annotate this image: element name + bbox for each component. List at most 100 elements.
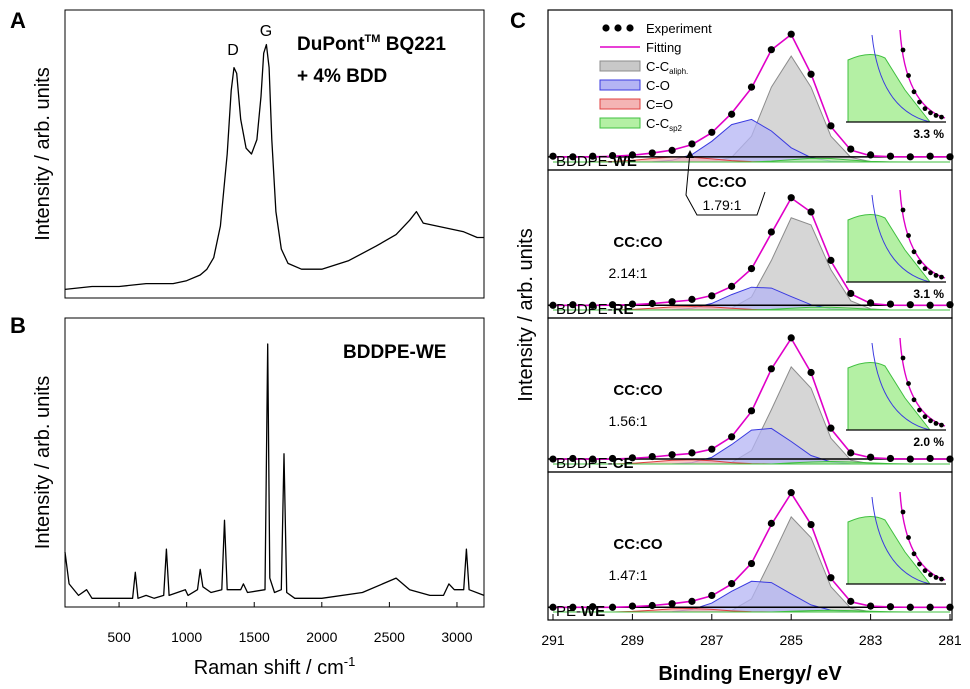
experiment-point: [827, 256, 835, 264]
experiment-point: [886, 152, 895, 160]
sample-label-part: WE: [613, 153, 637, 170]
experiment-point: [847, 597, 855, 605]
experiment-point: [608, 603, 617, 611]
inset-area: [847, 362, 932, 431]
experiment-point: [847, 145, 855, 153]
x-tick-label: 291: [541, 632, 565, 648]
experiment-point: [867, 299, 875, 307]
y-axis-label: Intensity / arb. units: [32, 376, 54, 549]
x-tick-label: 289: [621, 632, 645, 648]
legend-label-part: C-C: [646, 116, 669, 131]
panel-title-part: BQ221: [380, 34, 446, 55]
sample-label: BDDPE-WE: [556, 153, 637, 170]
ratio-title: CC:CO: [613, 536, 662, 553]
experiment-point: [886, 300, 895, 308]
spectrum-line: [64, 43, 484, 291]
experiment-point: [867, 151, 875, 159]
inset-point: [900, 509, 906, 515]
experiment-point: [608, 301, 617, 309]
experiment-point: [628, 300, 637, 308]
x-tick-label: 3000: [441, 629, 472, 645]
experiment-point: [728, 110, 736, 118]
experiment-point: [569, 603, 577, 611]
sample-label-part: BDDPE-: [556, 301, 613, 318]
experiment-point: [767, 365, 775, 373]
panel-subtitle: + 4% BDD: [297, 66, 387, 87]
inset-area: [847, 214, 932, 283]
x-axis-label-part: -1: [344, 654, 356, 669]
experiment-point: [926, 152, 934, 160]
inset-point: [922, 266, 928, 272]
experiment-point: [807, 208, 815, 216]
inset-area: [847, 54, 932, 123]
ratio-title: CC:CO: [613, 234, 662, 251]
inset-point: [917, 407, 922, 413]
legend-label: C-Caliph.: [646, 59, 688, 76]
x-axis-label: Binding Energy/ eV: [658, 663, 842, 685]
sample-label-part: WE: [581, 603, 605, 620]
experiment-point: [648, 149, 656, 157]
inset-point: [900, 207, 906, 213]
experiment-point: [867, 453, 875, 461]
inset-point: [911, 249, 917, 255]
experiment-point: [549, 301, 557, 309]
experiment-point: [827, 122, 835, 130]
legend-marker: [599, 98, 641, 110]
experiment-point: [946, 455, 954, 463]
experiment-point: [589, 301, 597, 309]
experiment-point: [608, 454, 617, 463]
experiment-point: [787, 334, 795, 342]
inset-line: [871, 34, 931, 123]
inset-point: [917, 99, 922, 105]
experiment-point: [549, 603, 557, 611]
experiment-point: [867, 602, 875, 610]
inset-point: [906, 535, 911, 540]
plot-frame: [64, 317, 485, 608]
experiment-point: [668, 146, 676, 154]
experiment-point: [688, 140, 696, 148]
inset-point: [906, 233, 911, 238]
experiment-point: [708, 292, 716, 300]
experiment-point: [628, 602, 637, 610]
experiment-point: [549, 455, 557, 463]
inset-point: [906, 381, 911, 386]
panel-title: DuPontTM BQ221: [297, 33, 446, 55]
experiment-point: [728, 580, 736, 588]
sample-label-part: BDDPE-: [556, 455, 613, 472]
x-axis-label-part: Raman shift / cm: [194, 657, 344, 679]
legend-marker: [599, 117, 641, 129]
inset-point: [928, 418, 933, 424]
experiment-point: [807, 368, 815, 377]
sample-label: BDDPE-RE: [556, 301, 634, 318]
experiment-point: [747, 83, 756, 91]
experiment-point: [767, 228, 775, 236]
legend-marker: [626, 24, 634, 32]
experiment-point: [648, 452, 656, 461]
x-tick-label: 1500: [239, 629, 270, 645]
legend-label: C-O: [646, 78, 670, 93]
experiment-point: [906, 455, 914, 463]
experiment-point: [827, 574, 835, 582]
inset-point: [933, 273, 939, 278]
experiment-point: [608, 151, 617, 160]
x-tick-label: 283: [859, 632, 883, 648]
experiment-point: [688, 597, 696, 605]
experiment-point: [549, 152, 557, 160]
legend-label-sub: aliph.: [669, 67, 688, 76]
x-tick-label: 287: [700, 632, 724, 648]
panel-letter: B: [10, 313, 26, 338]
inset-point: [933, 113, 939, 118]
experiment-point: [569, 301, 577, 309]
sample-label-part: RE: [613, 301, 634, 318]
x-tick-label: 2500: [374, 629, 405, 645]
experiment-point: [787, 194, 795, 202]
experiment-point: [668, 451, 676, 459]
inset-point: [911, 397, 917, 403]
experiment-point: [589, 603, 597, 611]
experiment-point: [589, 152, 597, 160]
ratio-title: CC:CO: [697, 174, 746, 191]
panel-letter: C: [510, 8, 526, 33]
legend-marker: [614, 24, 622, 32]
experiment-point: [767, 46, 775, 54]
